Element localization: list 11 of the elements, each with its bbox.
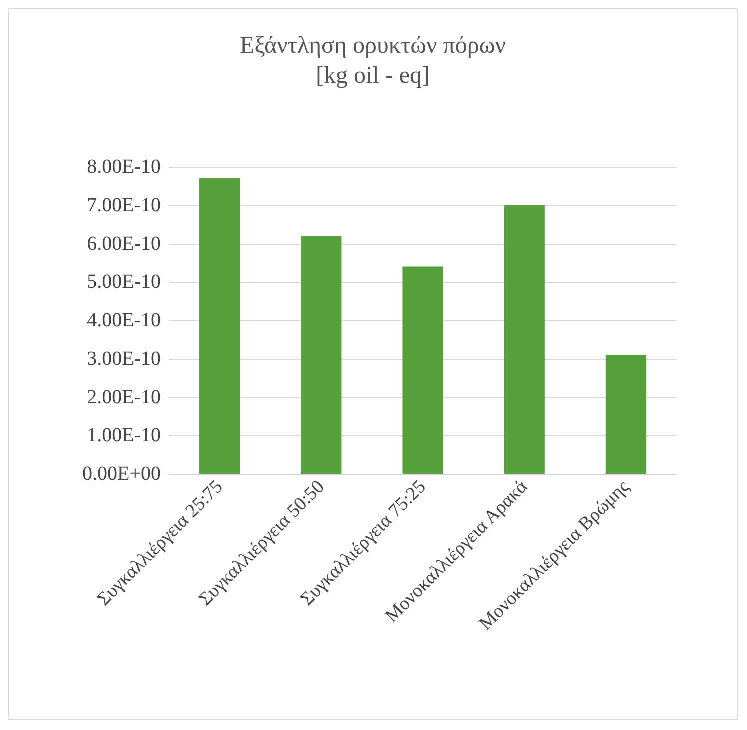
y-tick-label: 5.00E-10 (87, 271, 161, 294)
y-tick-label: 0.00E+00 (82, 463, 161, 485)
y-tick-label: 1.00E-10 (87, 424, 161, 447)
y-tick-label: 8.00E-10 (87, 156, 161, 178)
chart-title: Εξάντληση ορυκτών πόρων (240, 33, 506, 59)
y-tick-label: 6.00E-10 (87, 232, 161, 255)
y-tick-label: 4.00E-10 (87, 310, 161, 332)
chart-subtitle: [kg oil - eq] (316, 63, 430, 89)
y-tick-label: 3.00E-10 (87, 348, 161, 370)
y-tick-label: 2.00E-10 (87, 386, 161, 408)
y-tick-label: 7.00E-10 (87, 194, 161, 216)
